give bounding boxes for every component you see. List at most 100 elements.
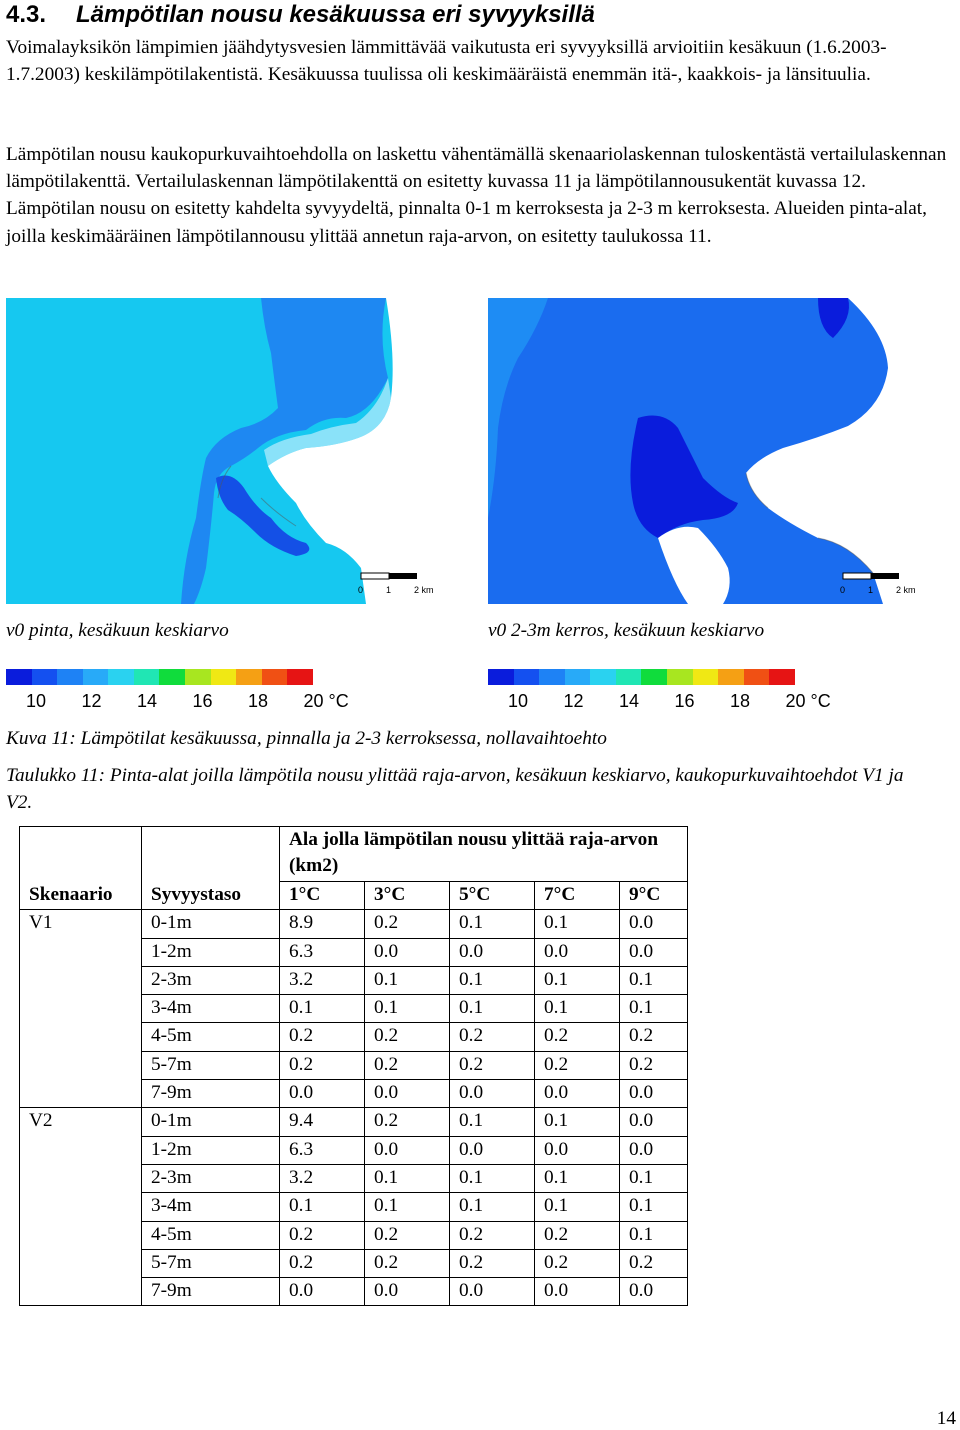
scenario-cell [19, 1277, 142, 1307]
table-row: 2-3m 3.2 0.1 0.1 0.1 0.1 [19, 965, 688, 996]
col-header: Skenaario [19, 881, 142, 911]
value-cell: 0.2 [364, 1248, 450, 1279]
legend-swatch [718, 669, 744, 685]
value-cell: 3.2 [279, 1163, 365, 1194]
legend-swatch [513, 669, 540, 685]
value-cell: 0.0 [619, 1079, 688, 1109]
legend-tick-label: 12 [81, 691, 102, 711]
legend-ticks: 10 12 14 16 18 20 °C [6, 691, 386, 717]
color-legend-left: 10 12 14 16 18 20 °C [6, 669, 386, 717]
table-row: 2-3m 3.2 0.1 0.1 0.1 0.1 [19, 1163, 688, 1194]
col-header: 5°C [449, 880, 535, 911]
depth-cell: 2-3m [141, 965, 280, 996]
table-row: 3-4m 0.1 0.1 0.1 0.1 0.1 [19, 994, 688, 1024]
value-cell: 9.4 [279, 1107, 365, 1137]
value-cell: 0.1 [449, 1107, 535, 1137]
value-cell: 0.2 [279, 1248, 365, 1279]
value-cell: 0.0 [619, 1135, 688, 1165]
value-cell: 0.0 [619, 1107, 688, 1137]
value-cell: 0.0 [534, 937, 620, 967]
value-cell: 0.2 [279, 1050, 365, 1081]
value-cell: 0.1 [619, 1192, 688, 1222]
value-cell: 0.2 [619, 1022, 688, 1052]
value-cell: 0.0 [619, 1277, 688, 1307]
scenario-cell: V1 [19, 909, 142, 939]
legend-swatch [210, 669, 237, 685]
value-cell: 0.2 [364, 1220, 450, 1250]
value-cell: 0.1 [534, 1163, 620, 1194]
scenario-cell [19, 966, 142, 995]
legend-tick-label: 18 [248, 691, 269, 711]
scale-tick-1: 1 [868, 585, 873, 595]
depth-cell: 7-9m [141, 1079, 280, 1109]
table-row: 5-7m 0.2 0.2 0.2 0.2 0.2 [19, 1050, 688, 1081]
scale-bar: 0 1 2 km [840, 572, 916, 595]
scenario-cell [19, 1051, 142, 1080]
scenario-cell [19, 1079, 142, 1109]
table-header-row: Skenaario Syvyystaso 1°C 3°C 5°C 7°C 9°C [19, 880, 688, 911]
scenario-cell [19, 994, 142, 1023]
legend-swatch [57, 669, 83, 685]
value-cell: 0.1 [534, 1107, 620, 1137]
legend-swatch [590, 669, 616, 685]
threshold-area-table: Ala jolla lämpötilan nousu ylittää raja-… [19, 826, 688, 1307]
table-group-header-row: Ala jolla lämpötilan nousu ylittää raja-… [19, 826, 688, 882]
scenario-cell [19, 1192, 142, 1222]
legend-tick-label: 18 [730, 691, 751, 711]
value-cell: 0.0 [364, 937, 450, 967]
method-paragraph: Lämpötilan nousu kaukopurkuvaihtoehdolla… [6, 144, 947, 247]
value-cell: 0.2 [534, 1220, 620, 1250]
value-cell: 0.2 [619, 1248, 688, 1279]
table-row: 3-4m 0.1 0.1 0.1 0.1 0.1 [19, 1192, 688, 1222]
map-surface-temperature: 0 1 2 km [6, 298, 454, 604]
value-cell: 0.0 [619, 937, 688, 967]
legend-swatch [769, 669, 795, 685]
legend-swatch [82, 669, 109, 685]
col-header: Syvyystaso [141, 881, 280, 911]
value-cell: 0.0 [449, 1277, 535, 1307]
value-cell: 0.2 [534, 1050, 620, 1081]
value-cell: 0.0 [534, 1135, 620, 1165]
table-row: 1-2m 6.3 0.0 0.0 0.0 0.0 [19, 937, 688, 967]
color-legend-right: 10 12 14 16 18 20 °C [488, 669, 868, 717]
value-cell: 0.2 [364, 1107, 450, 1137]
value-cell: 0.2 [364, 1050, 450, 1081]
value-cell: 0.1 [279, 1192, 365, 1222]
value-cell: 0.1 [534, 994, 620, 1024]
value-cell: 0.0 [364, 1135, 450, 1165]
page-number: 14 [936, 1408, 956, 1429]
legend-swatch [287, 669, 313, 685]
depth-cell: 4-5m [141, 1220, 280, 1250]
value-cell: 0.0 [279, 1079, 365, 1109]
legend-tick-label: 10 [26, 691, 47, 711]
figure-caption: Kuva 11: Lämpötilat kesäkuussa, pinnalla… [6, 728, 607, 749]
value-cell: 6.3 [279, 937, 365, 967]
legend-swatch [108, 669, 134, 685]
scale-tick-1: 1 [386, 585, 391, 595]
legend-swatch [641, 669, 668, 685]
legend-swatch [743, 669, 770, 685]
legend-swatch [261, 669, 288, 685]
scenario-cell [19, 1249, 142, 1278]
legend-tick-label: 16 [192, 691, 213, 711]
table-row: 4-5m 0.2 0.2 0.2 0.2 0.1 [19, 1220, 688, 1250]
value-cell: 0.1 [619, 1220, 688, 1250]
depth-cell: 4-5m [141, 1022, 280, 1052]
value-cell: 8.9 [279, 909, 365, 939]
table-group-header: Ala jolla lämpötilan nousu ylittää raja-… [279, 826, 688, 882]
legend-tick-label: 20 °C [785, 691, 831, 711]
value-cell: 0.2 [449, 1220, 535, 1250]
value-cell: 0.2 [449, 1022, 535, 1052]
value-cell: 0.0 [449, 937, 535, 967]
value-cell: 0.0 [364, 1079, 450, 1109]
section-heading: 4.3. Lämpötilan nousu kesäkuussa eri syvy… [6, 0, 595, 30]
map-2-3m-caption: v0 2-3m kerros, kesäkuun keskiarvo [488, 620, 765, 641]
scale-bar: 0 1 2 km [358, 572, 434, 595]
col-header: 1°C [279, 880, 365, 911]
depth-cell: 7-9m [141, 1277, 280, 1307]
depth-cell: 0-1m [141, 909, 280, 939]
table-row: 1-2m 6.3 0.0 0.0 0.0 0.0 [19, 1135, 688, 1165]
value-cell: 0.1 [534, 1192, 620, 1222]
legend-swatch [615, 669, 642, 685]
value-cell: 0.2 [364, 909, 450, 939]
